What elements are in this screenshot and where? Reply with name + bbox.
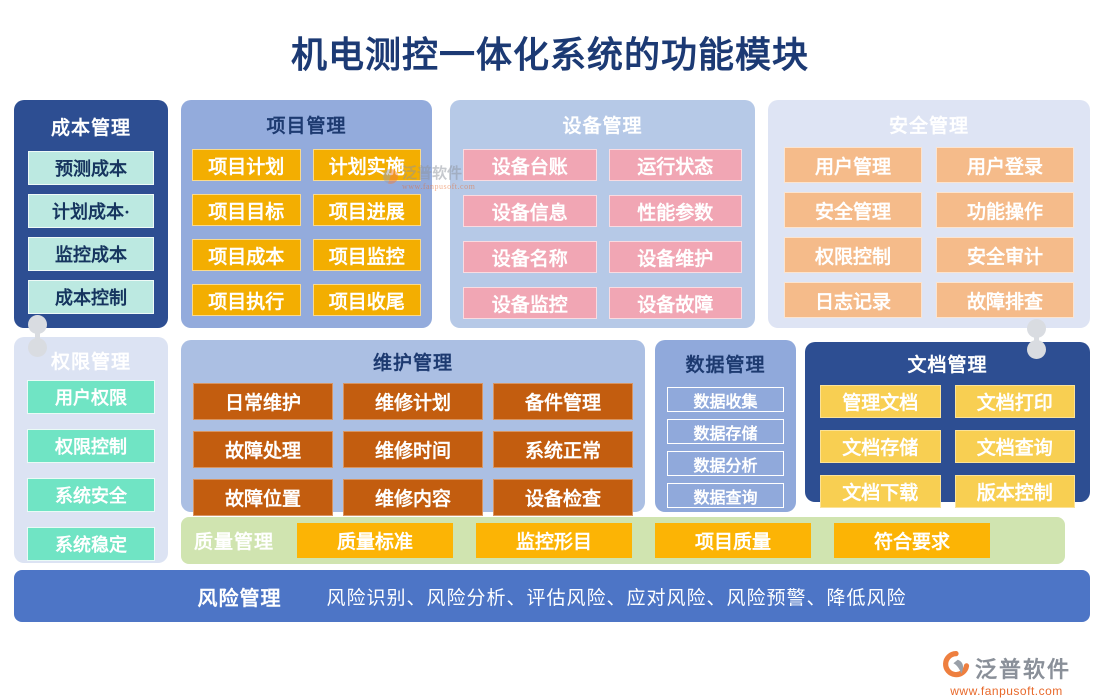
page-title: 机电测控一体化系统的功能模块: [290, 35, 809, 75]
watermark-url: www.fanpusoft.com: [402, 182, 476, 191]
module-chip[interactable]: 维修时间: [343, 431, 483, 468]
module-chip[interactable]: 设备检查: [493, 479, 633, 516]
module-chip[interactable]: 故障位置: [193, 479, 333, 516]
connector-pin-icon: [1027, 340, 1046, 359]
module-chip[interactable]: 版本控制: [954, 475, 1075, 508]
panel-data-management: 数据管理 数据收集 数据存储 数据分析 数据查询: [655, 340, 796, 512]
module-chip[interactable]: 日常维护: [193, 383, 333, 420]
panel-cost-management: 成本管理 预测成本 计划成本· 监控成本 成本控制: [14, 100, 168, 328]
module-chip[interactable]: 数据收集: [667, 387, 784, 412]
watermark: 泛普软件 www.fanpusoft.com: [383, 167, 475, 191]
module-chip[interactable]: 性能参数: [608, 195, 742, 227]
panel-project-management: 项目管理 项目计划 计划实施 项目目标 项目进展 项目成本 项目监控 项目执行 …: [181, 100, 432, 328]
module-chip[interactable]: 用户管理: [784, 147, 922, 183]
module-chip[interactable]: 功能操作: [936, 192, 1074, 228]
panel-safety-management: 安全管理 用户管理 用户登录 安全管理 功能操作 权限控制 安全审计 日志记录 …: [768, 100, 1090, 328]
module-chip[interactable]: 项目成本: [192, 239, 301, 271]
panel-title-project: 项目管理: [266, 116, 347, 137]
module-chip[interactable]: 设备监控: [463, 287, 597, 319]
module-chip[interactable]: 维修计划: [343, 383, 483, 420]
module-chip[interactable]: 符合要求: [834, 523, 991, 558]
module-chip[interactable]: 安全管理: [784, 192, 922, 228]
watermark-brand: 泛普软件: [402, 166, 463, 182]
module-chip[interactable]: 系统安全: [27, 478, 155, 512]
connector-pin-icon: [1027, 319, 1046, 338]
module-chip[interactable]: 设备维护: [608, 241, 742, 273]
module-chip[interactable]: 项目监控: [312, 239, 421, 271]
module-chip[interactable]: 维修内容: [343, 479, 483, 516]
panel-title-permission: 权限管理: [50, 352, 131, 373]
module-chip[interactable]: 安全审计: [936, 237, 1074, 273]
module-chip[interactable]: 成本控制: [28, 280, 154, 314]
connector-stem: [35, 325, 40, 348]
footer-url-text: www.fanpusoft.com: [950, 684, 1063, 698]
panel-title-safety: 安全管理: [888, 116, 969, 137]
module-chip[interactable]: 质量标准: [297, 523, 454, 558]
module-chip[interactable]: 用户权限: [27, 380, 155, 414]
module-chip[interactable]: 用户登录: [936, 147, 1074, 183]
module-chip[interactable]: 权限控制: [27, 429, 155, 463]
module-chip[interactable]: 管理文档: [820, 385, 941, 418]
module-chip[interactable]: 系统稳定: [27, 527, 155, 561]
panel-permission-management: 权限管理 用户权限 权限控制 系统安全 系统稳定: [14, 337, 168, 563]
panel-title-equipment: 设备管理: [562, 116, 643, 137]
connector-stem: [1034, 329, 1039, 349]
module-chip[interactable]: 备件管理: [493, 383, 633, 420]
module-chip[interactable]: 项目计划: [192, 149, 301, 181]
module-chip[interactable]: 监控形目: [476, 523, 633, 558]
module-chip[interactable]: 运行状态: [608, 149, 742, 181]
module-chip[interactable]: 项目质量: [655, 523, 812, 558]
module-chip[interactable]: 权限控制: [784, 237, 922, 273]
panel-quality-management: 质量管理 质量标准 监控形目 项目质量 符合要求: [181, 517, 1065, 564]
module-chip[interactable]: 设备信息: [463, 195, 597, 227]
module-chip[interactable]: 计划成本·: [28, 194, 154, 228]
module-chip[interactable]: 数据分析: [667, 451, 784, 476]
panel-title-cost: 成本管理: [50, 118, 131, 139]
panel-title-quality: 质量管理: [194, 532, 275, 553]
connector-pin-icon: [28, 338, 47, 357]
module-chip[interactable]: 数据查询: [667, 483, 784, 508]
module-chip[interactable]: 设备故障: [608, 287, 742, 319]
panel-document-management: 文档管理 管理文档 文档打印 文档存储 文档查询 文档下载 版本控制: [805, 342, 1090, 508]
fanpu-logo-icon: [383, 169, 398, 184]
module-chip[interactable]: 设备台账: [463, 149, 597, 181]
panel-maintenance-management: 维护管理 日常维护 维修计划 备件管理 故障处理 维修时间 系统正常 故障位置 …: [181, 340, 645, 516]
module-chip[interactable]: 项目收尾: [312, 284, 421, 316]
module-chip[interactable]: 计划实施: [312, 149, 421, 181]
module-chip[interactable]: 数据存储: [667, 419, 784, 444]
module-chip[interactable]: 项目执行: [192, 284, 301, 316]
module-chip[interactable]: 故障排查: [936, 282, 1074, 318]
module-chip[interactable]: 项目目标: [192, 194, 301, 226]
footer-brand-text: 泛普软件: [975, 656, 1072, 682]
footer-logo: 泛普软件 www.fanpusoft.com: [942, 650, 1071, 698]
fanpu-logo-icon: [942, 650, 970, 685]
module-chip[interactable]: 预测成本: [28, 151, 154, 185]
connector-pin-icon: [28, 315, 47, 334]
module-chip[interactable]: 文档打印: [954, 385, 1075, 418]
module-chip[interactable]: 日志记录: [784, 282, 922, 318]
module-chip[interactable]: 项目进展: [312, 194, 421, 226]
module-chip[interactable]: 故障处理: [193, 431, 333, 468]
module-chip[interactable]: 文档查询: [954, 430, 1075, 463]
module-chip[interactable]: 系统正常: [493, 431, 633, 468]
panel-title-document: 文档管理: [907, 355, 988, 376]
panel-equipment-management: 设备管理 设备台账 运行状态 设备信息 性能参数 设备名称 设备维护 设备监控 …: [450, 100, 755, 328]
module-chip[interactable]: 监控成本: [28, 237, 154, 271]
module-chip[interactable]: 文档下载: [820, 475, 941, 508]
panel-title-data: 数据管理: [685, 355, 766, 376]
panel-title-maintenance: 维护管理: [372, 353, 453, 374]
panel-risk-management: 风险管理 风险识别、风险分析、评估风险、应对风险、风险预警、降低风险: [14, 570, 1090, 622]
panel-title-risk: 风险管理: [197, 587, 282, 610]
module-chip[interactable]: 设备名称: [463, 241, 597, 273]
module-chip[interactable]: 文档存储: [820, 430, 941, 463]
risk-items-text: 风险识别、风险分析、评估风险、应对风险、风险预警、降低风险: [326, 587, 907, 609]
